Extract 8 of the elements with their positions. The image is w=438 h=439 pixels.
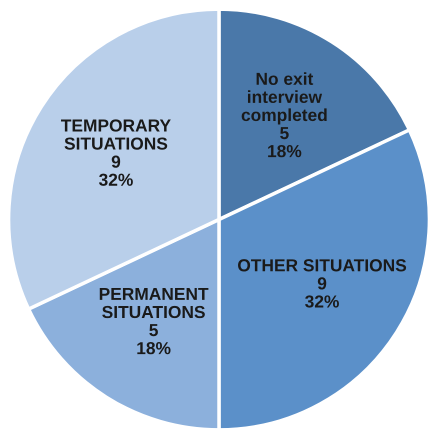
slice-label: OTHER SITUATIONS <box>238 259 406 272</box>
slice-label: No exit interview completed <box>242 72 327 125</box>
data-label: 5 18% <box>268 127 302 158</box>
data-label: 9 32% <box>305 277 339 308</box>
data-label: 5 18% <box>137 324 171 354</box>
slice-label: PERMANENT SITUATIONS <box>100 288 208 318</box>
slice-label: TEMPORARY SITUATIONS <box>61 119 171 150</box>
data-label: 9 32% <box>98 156 133 186</box>
